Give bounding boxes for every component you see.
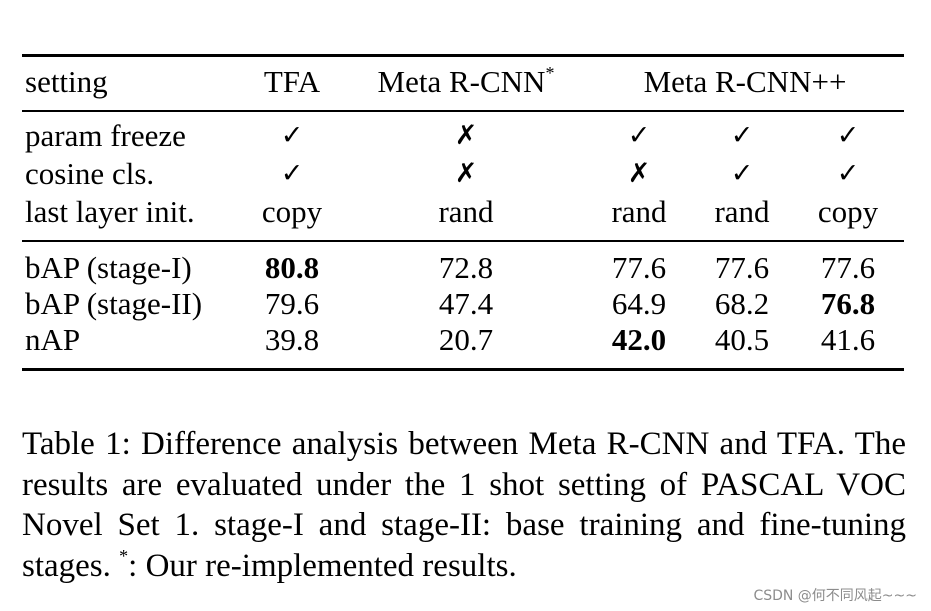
config-row-cell: rand (438, 194, 494, 229)
result-row-label: bAP (stage-I) (25, 250, 192, 285)
config-row-label: param freeze (25, 118, 186, 153)
result-row-cell: 64.9 (611, 286, 667, 321)
cross-mark-icon: ✗ (454, 158, 478, 189)
cross-mark-icon: ✗ (627, 158, 651, 189)
config-row-cell: rand (611, 194, 667, 229)
header-meta-rcnn-sup: * (545, 62, 555, 83)
check-mark-icon: ✓ (836, 158, 860, 189)
table-header-rule (22, 110, 904, 112)
result-row-cell: 77.6 (820, 250, 876, 285)
table-mid-rule (22, 240, 904, 242)
result-row-label: nAP (25, 322, 81, 357)
header-tfa: TFA (263, 64, 321, 99)
check-mark-icon: ✓ (836, 120, 860, 151)
result-row-cell: 80.8 (264, 250, 320, 285)
check-mark-icon: ✓ (730, 120, 754, 151)
result-row-cell: 47.4 (438, 286, 494, 321)
table-top-rule (22, 54, 904, 57)
result-row-cell: 40.5 (714, 322, 770, 357)
result-row-cell: 79.6 (264, 286, 320, 321)
result-row-cell: 77.6 (611, 250, 667, 285)
config-row-cell: rand (714, 194, 770, 229)
cross-mark-icon: ✗ (454, 120, 478, 151)
config-row-label: cosine cls. (25, 156, 155, 191)
result-row-cell: 39.8 (264, 322, 320, 357)
table-bottom-rule (22, 368, 904, 371)
table-caption: Table 1: Difference analysis between Met… (22, 424, 906, 586)
result-row-label: bAP (stage-II) (25, 286, 203, 321)
watermark: CSDN @何不同风起~~~ (753, 588, 917, 604)
check-mark-icon: ✓ (280, 158, 304, 189)
header-meta-rcnn-label: Meta R-CNN (377, 64, 546, 99)
result-row-cell: 42.0 (611, 322, 667, 357)
config-row-label: last layer init. (25, 194, 195, 229)
result-row-cell: 68.2 (714, 286, 770, 321)
check-mark-icon: ✓ (730, 158, 754, 189)
caption-text-1: Table 1: Difference analysis between Met… (22, 426, 906, 584)
caption-asterisk: * (119, 545, 129, 566)
caption-text-2: : Our re-implemented results. (128, 547, 517, 584)
header-setting: setting (25, 64, 108, 99)
config-row-cell: copy (261, 194, 323, 229)
result-row-cell: 72.8 (438, 250, 494, 285)
result-row-cell: 41.6 (820, 322, 876, 357)
result-row-cell: 20.7 (438, 322, 494, 357)
check-mark-icon: ✓ (280, 120, 304, 151)
config-row-cell: copy (817, 194, 879, 229)
check-mark-icon: ✓ (627, 120, 651, 151)
header-meta-rcnn: Meta R-CNN* (378, 64, 555, 100)
result-row-cell: 76.8 (820, 286, 876, 321)
header-meta-rcnn-pp: Meta R-CNN++ (643, 64, 847, 99)
result-row-cell: 77.6 (714, 250, 770, 285)
